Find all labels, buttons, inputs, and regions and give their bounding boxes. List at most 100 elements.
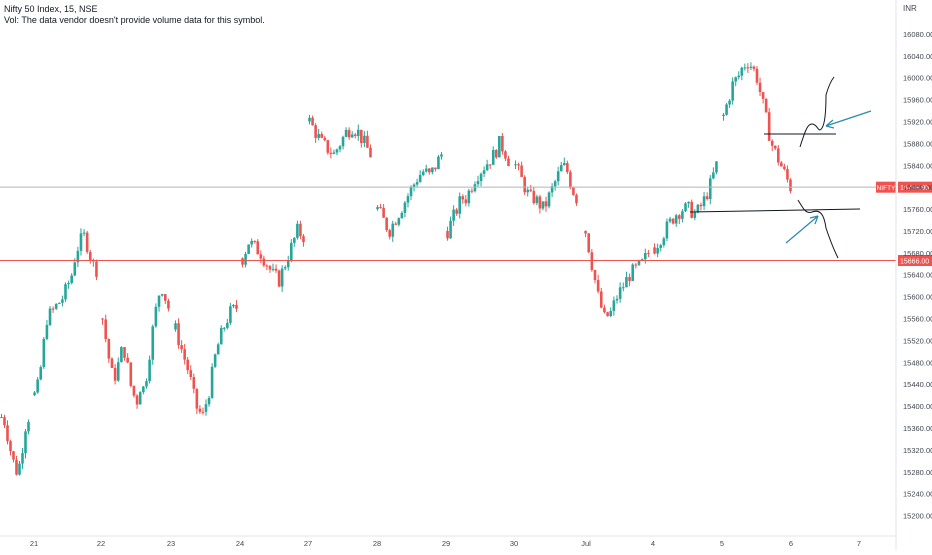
candle-body bbox=[728, 100, 731, 105]
y-tick-label: 15960.00 bbox=[903, 96, 932, 105]
candle-body bbox=[491, 150, 495, 165]
candle-body bbox=[6, 425, 9, 442]
x-tick-label: 24 bbox=[236, 539, 244, 548]
candle-body bbox=[335, 149, 339, 153]
candle-body bbox=[777, 148, 780, 163]
candle-body bbox=[693, 212, 697, 218]
candle-body bbox=[51, 308, 55, 310]
candle-body bbox=[82, 232, 86, 234]
price-axis[interactable]: 16080.00 16040.00 16000.00 15960.00 15920.00… bbox=[895, 0, 932, 550]
candle-body bbox=[544, 201, 548, 207]
candle-body bbox=[758, 82, 762, 93]
candle-body bbox=[201, 411, 205, 413]
candle-body bbox=[547, 192, 551, 207]
x-tick-label: 30 bbox=[510, 539, 518, 548]
candle-body bbox=[174, 323, 177, 330]
candle-body bbox=[566, 163, 569, 173]
candle-body bbox=[283, 267, 287, 269]
candle-body bbox=[550, 186, 554, 193]
candle-body bbox=[3, 417, 6, 426]
candle-body bbox=[562, 163, 566, 166]
candle-body bbox=[154, 306, 158, 327]
candle-body bbox=[244, 253, 247, 265]
candle-body bbox=[755, 68, 759, 83]
candle-body bbox=[461, 196, 465, 200]
y-tick-label: 15360.00 bbox=[903, 424, 932, 433]
candle-body bbox=[338, 146, 342, 150]
user-drawings[interactable] bbox=[689, 76, 872, 259]
candle-body bbox=[317, 134, 320, 138]
candle-body bbox=[18, 463, 21, 475]
candle-body bbox=[320, 134, 324, 138]
chart-legend: Nifty 50 Index, 15, NSE Vol: The data ve… bbox=[4, 4, 265, 26]
candle-body bbox=[15, 459, 18, 475]
candle-body bbox=[311, 117, 314, 126]
candles bbox=[0, 62, 792, 476]
candle-body bbox=[95, 261, 98, 277]
candle-body bbox=[687, 201, 690, 204]
candle-body bbox=[216, 344, 220, 355]
candle-body bbox=[488, 164, 492, 166]
candle-body bbox=[247, 244, 250, 254]
candle-body bbox=[85, 232, 89, 252]
candle-body bbox=[715, 161, 718, 173]
candle-body bbox=[262, 258, 266, 266]
candle-body bbox=[363, 135, 366, 143]
y-tick-label: 15640.00 bbox=[903, 271, 932, 280]
candle-body bbox=[341, 136, 345, 147]
candle-body bbox=[532, 190, 536, 204]
candle-body bbox=[737, 75, 741, 78]
candle-body bbox=[132, 385, 136, 396]
candle-body bbox=[631, 264, 635, 281]
candle-body bbox=[671, 218, 675, 224]
candle-body bbox=[498, 136, 501, 158]
y-tick-label: 15920.00 bbox=[903, 117, 932, 126]
candle-body bbox=[356, 129, 360, 136]
candle-body bbox=[151, 326, 155, 360]
x-tick-label: 6 bbox=[789, 539, 793, 548]
candle-body bbox=[517, 164, 520, 166]
candle-body bbox=[403, 202, 407, 213]
candle-body bbox=[501, 136, 504, 152]
candle-body bbox=[449, 220, 452, 239]
candle-body bbox=[207, 397, 211, 405]
candle-body bbox=[229, 306, 232, 323]
y-tick-label: 15880.00 bbox=[903, 139, 932, 148]
candle-body bbox=[189, 370, 193, 378]
candle-body bbox=[529, 189, 533, 191]
candle-body bbox=[64, 284, 67, 300]
candle-body bbox=[446, 230, 449, 239]
candle-body bbox=[36, 379, 39, 393]
candle-body bbox=[526, 189, 530, 193]
candle-body bbox=[674, 215, 678, 224]
candle-body bbox=[467, 190, 471, 204]
candle-body bbox=[678, 215, 681, 219]
candle-body bbox=[520, 165, 523, 177]
candle-body bbox=[198, 408, 202, 412]
candle-body bbox=[541, 201, 545, 209]
candle-body bbox=[379, 207, 382, 209]
candle-body bbox=[523, 176, 526, 193]
symbol-title[interactable]: Nifty 50 Index, 15, NSE bbox=[4, 4, 98, 14]
candle-body bbox=[722, 114, 725, 116]
candle-body bbox=[180, 345, 183, 350]
candle-body bbox=[24, 431, 27, 454]
candle-body bbox=[232, 304, 235, 307]
candle-body bbox=[647, 253, 650, 255]
y-tick-label: 15800.00 bbox=[903, 183, 932, 192]
candle-body bbox=[277, 270, 281, 287]
x-tick-label: 4 bbox=[651, 539, 655, 548]
candle-body bbox=[535, 196, 539, 204]
candle-body bbox=[138, 392, 142, 405]
last-price-text: 15799.95 bbox=[900, 185, 929, 192]
time-axis[interactable]: 21 22 23 24 27 28 29 30 Jul 4 5 6 7 bbox=[0, 535, 896, 548]
candle-body bbox=[406, 196, 410, 203]
candle-body bbox=[48, 308, 52, 325]
candle-body bbox=[222, 327, 226, 329]
x-tick-label: 21 bbox=[30, 539, 38, 548]
y-tick-label: 16080.00 bbox=[903, 30, 932, 39]
x-tick-label: 22 bbox=[97, 539, 105, 548]
candle-body bbox=[314, 125, 317, 138]
